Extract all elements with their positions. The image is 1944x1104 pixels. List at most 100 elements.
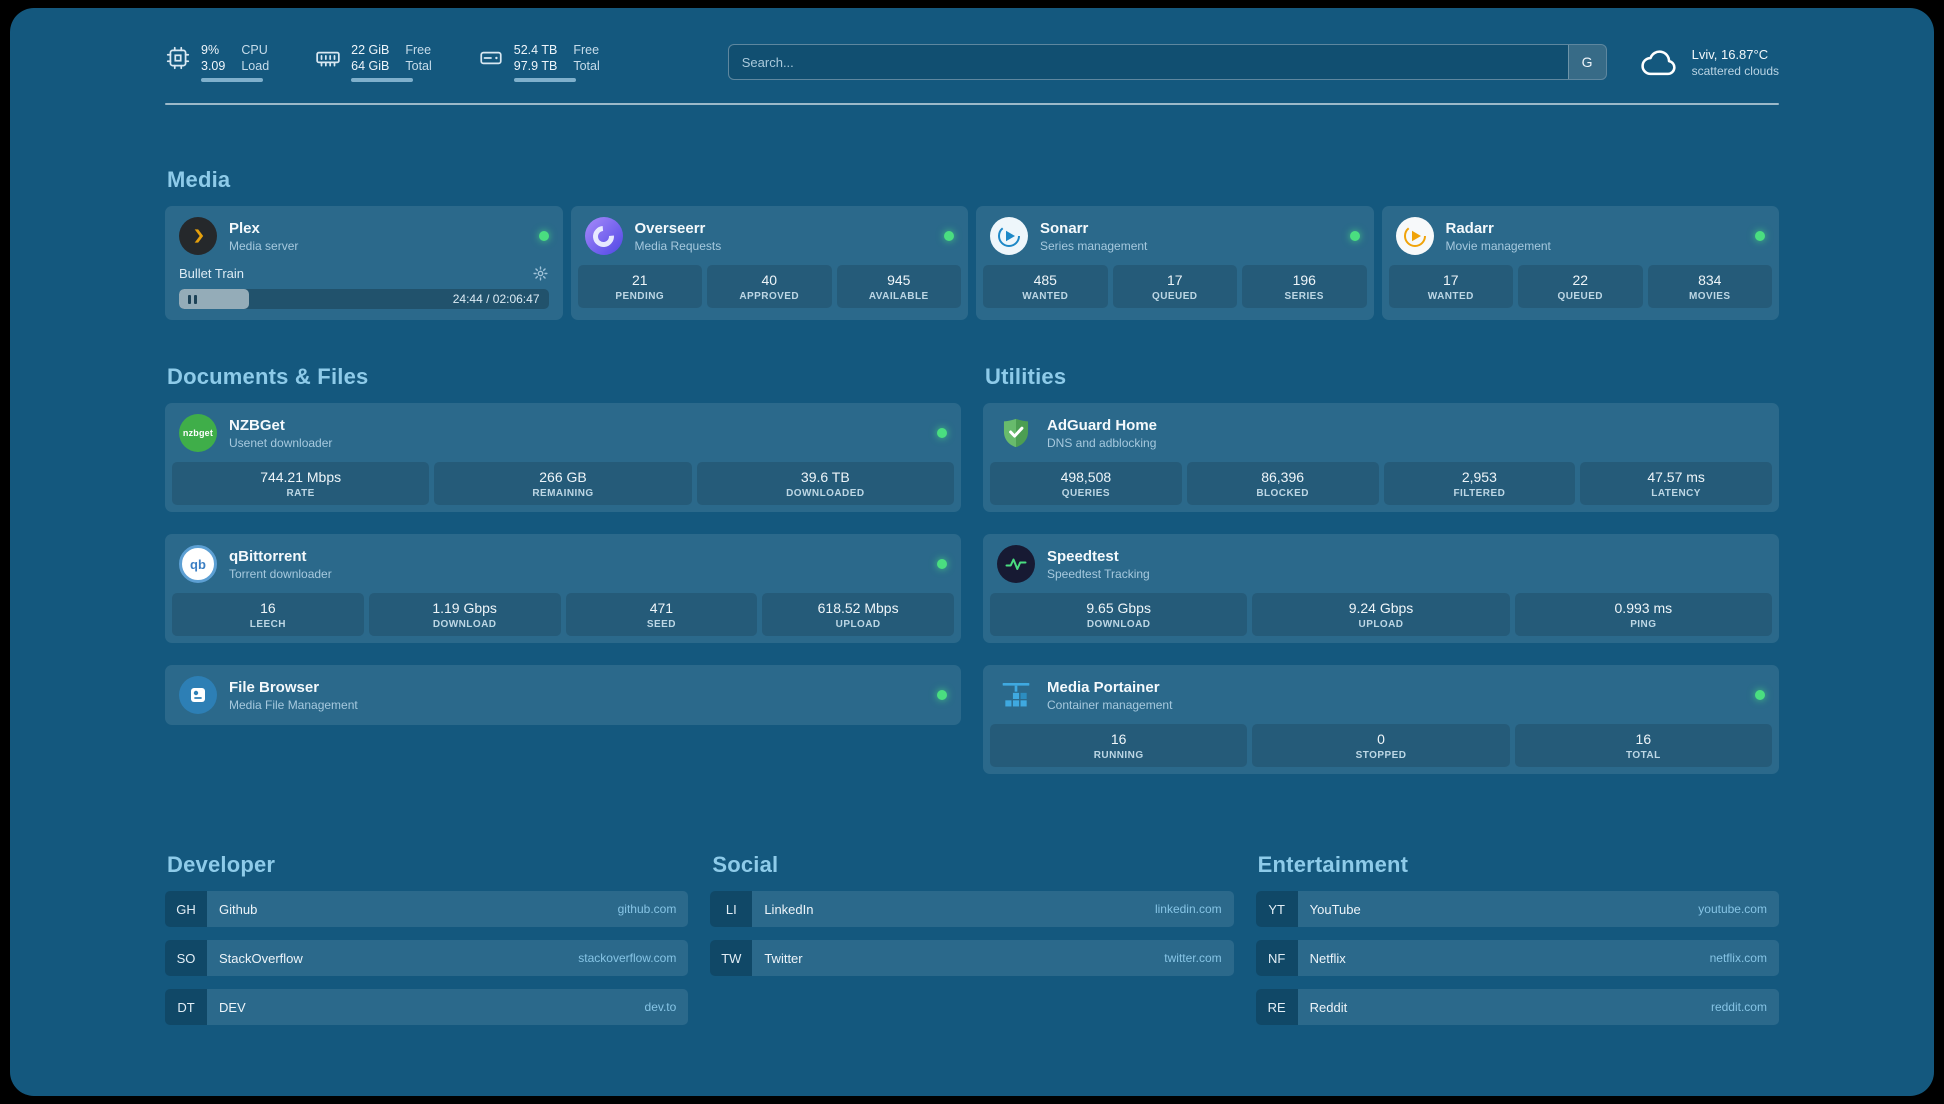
stat-label: FILTERED	[1453, 488, 1506, 499]
header-divider	[165, 103, 1779, 105]
cpu-usage-bar	[201, 78, 263, 82]
stat-label: PENDING	[615, 291, 665, 302]
stat-label: UPLOAD	[835, 619, 881, 630]
stat-value: 9.24 Gbps	[1348, 600, 1414, 616]
stat-label: WANTED	[1022, 291, 1069, 302]
status-dot	[1755, 690, 1765, 700]
service-card-filebrowser[interactable]: File Browser Media File Management	[165, 665, 961, 725]
service-description: DNS and adblocking	[1047, 435, 1157, 450]
resource-widget-cpu: 9% 3.09 CPU Load	[165, 42, 269, 82]
weather-condition: scattered clouds	[1691, 63, 1779, 78]
bookmark-domain: linkedin.com	[1154, 902, 1222, 916]
stat-rate: 744.21 Mbps RATE	[172, 462, 430, 505]
bookmark-abbr: TW	[710, 940, 753, 976]
service-description: Media File Management	[229, 697, 358, 712]
bookmark-group-developer: Developer GH Github github.com SO StackO…	[165, 852, 689, 1025]
stat-value: 0	[1377, 731, 1385, 747]
bookmark-youtube[interactable]: YT YouTube youtube.com	[1255, 891, 1779, 927]
top-bar: 9% 3.09 CPU Load	[165, 42, 1779, 82]
disk-free-value: 52.4 TB	[513, 43, 558, 57]
filebrowser-icon	[179, 676, 217, 714]
service-card-speedtest[interactable]: Speedtest Speedtest Tracking 9.65 Gbps D…	[983, 534, 1779, 643]
bookmark-name: StackOverflow	[219, 950, 303, 966]
cloud-icon	[1637, 45, 1681, 79]
service-card-radarr[interactable]: Radarr Movie management 17 WANTED 22 QUE…	[1381, 206, 1779, 320]
service-card-plex[interactable]: Plex Media server Bullet Train	[165, 206, 563, 320]
cpu-usage-label: CPU	[241, 43, 268, 57]
stat-value: 21	[631, 272, 648, 288]
stat-value: 40	[761, 272, 778, 288]
status-dot	[1755, 231, 1765, 241]
service-description: Usenet downloader	[229, 435, 333, 450]
service-description: Speedtest Tracking	[1047, 566, 1150, 581]
stat-blocked: 86,396 BLOCKED	[1186, 462, 1379, 505]
stat-stopped: 0 STOPPED	[1252, 724, 1510, 767]
service-name: Overseerr	[634, 219, 706, 237]
cpu-load-label: Load	[241, 59, 270, 73]
section-title-documents-files: Documents & Files	[167, 364, 369, 389]
weather-text: Lviv, 16.87°C scattered clouds	[1692, 46, 1779, 78]
cpu-load-value: 3.09	[201, 59, 226, 73]
gear-icon[interactable]	[532, 265, 549, 282]
service-stats: 21 PENDING 40 APPROVED 945 AVAILABLE	[577, 265, 961, 308]
adguard-icon	[997, 414, 1035, 452]
weather-location: Lviv, 16.87°C	[1691, 47, 1769, 63]
service-card-qbittorrent[interactable]: qb qBittorrent Torrent downloader 16 LEE…	[165, 534, 961, 643]
pause-icon	[188, 294, 200, 304]
service-name: File Browser	[229, 678, 320, 696]
bookmark-reddit[interactable]: RE Reddit reddit.com	[1255, 989, 1779, 1025]
stat-label: DOWNLOAD	[432, 619, 497, 630]
bookmark-group-title: Developer	[167, 852, 276, 877]
search-provider-button[interactable]: G	[1567, 45, 1606, 79]
service-name: Radarr	[1445, 219, 1494, 237]
disk-total-label: Total	[573, 59, 600, 73]
stat-downloaded: 39.6 TB DOWNLOADED	[696, 462, 954, 505]
bookmark-netflix[interactable]: NF Netflix netflix.com	[1255, 940, 1779, 976]
status-dot	[944, 231, 954, 241]
stat-label: QUEUED	[1557, 291, 1603, 302]
bookmark-stackoverflow[interactable]: SO StackOverflow stackoverflow.com	[165, 940, 689, 976]
service-card-nzbget[interactable]: nzbget NZBGet Usenet downloader 744.21 M…	[165, 403, 961, 512]
section-documents-files: Documents & Files nzbget NZBGet Usenet d…	[165, 364, 961, 725]
stat-value: 1.19 Gbps	[432, 600, 497, 616]
bookmark-domain: reddit.com	[1710, 1000, 1767, 1014]
stat-value: 39.6 TB	[800, 469, 850, 485]
service-card-adguard[interactable]: AdGuard Home DNS and adblocking 498,508 …	[983, 403, 1779, 512]
bookmark-github[interactable]: GH Github github.com	[165, 891, 689, 927]
cpu-icon	[165, 45, 191, 71]
bookmark-twitter[interactable]: TW Twitter twitter.com	[710, 940, 1234, 976]
stat-label: UPLOAD	[1358, 619, 1404, 630]
memory-usage-bar	[351, 78, 414, 82]
service-card-portainer[interactable]: Media Portainer Container management 16 …	[983, 665, 1779, 774]
sonarr-icon	[990, 217, 1028, 255]
media-cards: Plex Media server Bullet Train	[165, 206, 1779, 320]
bookmark-dev[interactable]: DT DEV dev.to	[165, 989, 689, 1025]
search-bar[interactable]: G	[727, 44, 1607, 80]
stat-value: 945	[887, 272, 911, 288]
stat-ping: 0.993 ms PING	[1514, 593, 1772, 636]
search-input[interactable]	[728, 45, 1568, 79]
weather-widget[interactable]: Lviv, 16.87°C scattered clouds	[1637, 45, 1779, 79]
bookmark-linkedin[interactable]: LI LinkedIn linkedin.com	[710, 891, 1234, 927]
playback-time: 24:44 / 02:06:47	[452, 292, 540, 306]
stat-value: 266 GB	[539, 469, 587, 485]
qbittorrent-icon: qb	[179, 545, 217, 583]
bookmark-domain: github.com	[617, 902, 677, 916]
stat-series: 196 SERIES	[1242, 265, 1367, 308]
stat-total: 16 TOTAL	[1514, 724, 1772, 767]
section-title-utilities: Utilities	[985, 364, 1067, 389]
stat-label: RATE	[286, 488, 315, 499]
stat-queued: 22 QUEUED	[1518, 265, 1643, 308]
bookmark-abbr: SO	[165, 940, 207, 976]
service-name: Sonarr	[1040, 219, 1089, 237]
now-playing-title: Bullet Train	[179, 266, 245, 281]
service-card-overseerr[interactable]: Overseerr Media Requests 21 PENDING 40 A…	[570, 206, 968, 320]
service-card-sonarr[interactable]: Sonarr Series management 485 WANTED 17 Q…	[976, 206, 1374, 320]
stat-value: 498,508	[1060, 469, 1112, 485]
stat-value: 471	[649, 600, 674, 616]
status-dot	[538, 231, 549, 241]
stat-label: QUEUED	[1152, 291, 1198, 302]
stat-value: 618.52 Mbps	[817, 600, 899, 616]
service-name: AdGuard Home	[1047, 416, 1158, 434]
service-stats: 16 LEECH 1.19 Gbps DOWNLOAD 471 SEED 6	[172, 593, 954, 636]
